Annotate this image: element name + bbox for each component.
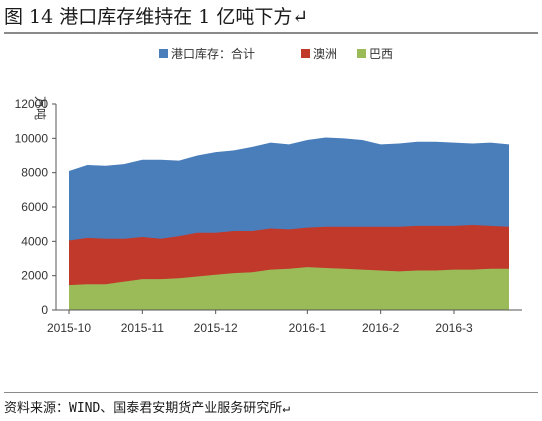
y-tick-label: 2000	[21, 269, 48, 283]
legend-item-australia-label: 澳洲	[313, 47, 337, 61]
area-brazil	[69, 267, 509, 310]
plot-areas	[69, 137, 509, 310]
source-divider	[4, 392, 538, 393]
x-tick-label: 2016-1	[289, 321, 327, 335]
y-tick-label: 0	[41, 303, 48, 317]
y-tick-label: 12000	[15, 97, 49, 111]
source-note: 资料来源：WIND、国泰君安期货产业服务研究所↵	[4, 401, 291, 416]
y-tick-label: 4000	[21, 234, 48, 248]
legend-item-brazil-swatch	[357, 49, 366, 58]
y-tick-label: 8000	[21, 166, 48, 180]
chart-legend: 港口库存：合计 澳洲 巴西	[159, 46, 393, 61]
legend-item-brazil-label: 巴西	[369, 47, 393, 61]
x-tick-label: 2015-12	[194, 321, 238, 335]
stacked-area-chart: 港口库存：合计 澳洲 巴西 0 2000 4000 6000 8000 10000 12000万…	[15, 46, 522, 335]
legend-item-australia-swatch	[301, 49, 310, 58]
x-tick-label: 2016-3	[435, 321, 473, 335]
title-divider	[4, 32, 538, 34]
x-tick-label: 2015-10	[47, 321, 91, 335]
y-axis-title: 万吨	[33, 96, 47, 120]
legend-item-total-swatch	[159, 49, 168, 58]
y-tick-label: 6000	[21, 200, 48, 214]
x-tick-label: 2015-11	[121, 321, 164, 335]
legend-item-total-label: 港口库存：合计	[171, 46, 255, 61]
x-tick-label: 2016-2	[362, 321, 400, 335]
chart-title: 图 14 港口库存维持在 1 亿吨下方↵	[4, 6, 309, 28]
y-tick-label: 10000	[15, 131, 49, 145]
